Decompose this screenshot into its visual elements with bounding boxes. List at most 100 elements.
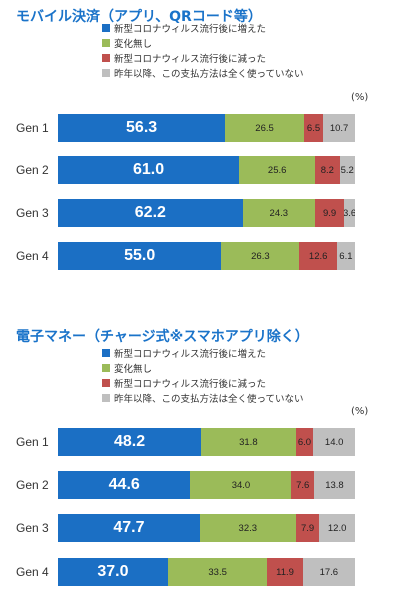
data-label: 44.6 (108, 476, 140, 493)
chart-title: モバイル決済（アプリ、QRコード等） (16, 9, 262, 25)
bar-row: Gen 4 55.0 26.3 12.6 6.1 (0, 242, 400, 270)
stacked-bar: 62.2 24.3 9.9 3.6 (58, 199, 355, 227)
bar-segment: 8.2 (315, 156, 340, 184)
data-label: 25.6 (267, 164, 287, 176)
data-label: 34.0 (231, 479, 251, 491)
data-label: 7.9 (300, 522, 315, 534)
category-label: Gen 1 (16, 435, 49, 449)
data-label: 31.8 (239, 436, 258, 448)
category-label: Gen 4 (16, 565, 49, 579)
data-label: 55.0 (124, 247, 156, 264)
unit-label: (%) (351, 406, 369, 417)
legend-item: 変化無し (102, 360, 304, 375)
bar-segment: 14.0 (313, 428, 355, 456)
legend-item: 新型コロナウィルス流行後に増えた (102, 20, 304, 35)
bar-segment: 11.9 (267, 558, 303, 586)
legend-label: 昨年以降、この支払方法は全く使っていない (114, 393, 304, 405)
bar-row: Gen 3 62.2 24.3 9.9 3.6 (0, 199, 400, 227)
bar-segment: 26.3 (221, 242, 300, 270)
data-label: 6.5 (306, 122, 321, 134)
stacked-bar: 48.2 31.8 6.0 14.0 (58, 428, 355, 456)
bar-row: Gen 2 61.0 25.6 8.2 5.2 (0, 156, 400, 184)
data-label: 12.6 (308, 250, 328, 262)
legend-label: 新型コロナウィルス流行後に増えた (114, 23, 267, 35)
data-label: 12.0 (327, 522, 347, 534)
bar-segment: 10.7 (323, 114, 355, 142)
legend-swatch (102, 23, 110, 32)
data-label: 10.7 (329, 122, 349, 134)
legend-item: 昨年以降、この支払方法は全く使っていない (102, 65, 304, 80)
bar-segment: 25.6 (239, 156, 316, 184)
bar-segment: 12.6 (299, 242, 337, 270)
data-label: 33.5 (208, 566, 227, 578)
legend-swatch (102, 53, 110, 62)
data-label: 62.2 (134, 204, 166, 221)
category-label: Gen 3 (16, 521, 49, 535)
bar-segment: 26.5 (225, 114, 304, 142)
category-label: Gen 2 (16, 163, 49, 177)
bar-segment: 55.0 (58, 242, 222, 270)
bar-row: Gen 2 44.6 34.0 7.6 13.8 (0, 471, 400, 499)
emoney-chart: 電子マネー（チャージ式※スマホアプリ除く） 新型コロナウィルス流行後に増えた 変化… (0, 326, 400, 596)
legend-swatch (102, 363, 110, 372)
legend-label: 変化無し (114, 38, 153, 50)
category-label: Gen 2 (16, 478, 49, 492)
bar-segment: 44.6 (58, 471, 191, 499)
data-label: 24.3 (269, 207, 289, 219)
bar-segment: 6.1 (336, 242, 355, 270)
legend-label: 新型コロナウィルス流行後に減った (114, 53, 267, 65)
data-label: 48.2 (114, 433, 146, 450)
bar-segment: 6.0 (295, 428, 314, 456)
data-label: 26.3 (251, 250, 270, 262)
data-label: 26.5 (255, 122, 274, 134)
legend-swatch (102, 378, 110, 387)
legend-item: 昨年以降、この支払方法は全く使っていない (102, 390, 304, 405)
bar-segment: 17.6 (302, 558, 355, 586)
data-label: 13.8 (325, 479, 344, 491)
data-label: 56.3 (126, 119, 158, 136)
legend: 新型コロナウィルス流行後に増えた 変化無し新型コロナウィルス流行後に減った昨年以降… (102, 20, 304, 80)
bar-row: Gen 4 37.0 33.5 11.9 17.6 (0, 558, 400, 586)
category-label: Gen 4 (16, 249, 49, 263)
legend: 新型コロナウィルス流行後に増えた 変化無し新型コロナウィルス流行後に減った昨年以降… (102, 345, 304, 405)
bar-segment: 34.0 (190, 471, 292, 499)
bar-segment: 56.3 (58, 114, 226, 142)
legend-item: 新型コロナウィルス流行後に減った (102, 375, 304, 390)
bar-segment: 5.2 (339, 156, 355, 184)
bar-segment: 61.0 (58, 156, 240, 184)
legend-label: 新型コロナウィルス流行後に減った (114, 378, 267, 390)
data-label: 32.3 (238, 522, 258, 534)
bar-segment: 9.9 (314, 199, 345, 227)
legend-item: 変化無し (102, 35, 304, 50)
category-label: Gen 3 (16, 206, 49, 220)
legend-swatch (102, 38, 110, 47)
bar-segment: 31.8 (201, 428, 296, 456)
legend-swatch (102, 393, 110, 402)
category-label: Gen 1 (16, 121, 49, 135)
bar-segment: 6.5 (303, 114, 324, 142)
data-label: 14.0 (324, 436, 344, 448)
data-label: 8.2 (320, 164, 334, 176)
data-label: 37.0 (97, 563, 129, 580)
stacked-bar: 56.3 26.5 6.5 10.7 (58, 114, 355, 142)
bar-segment: 33.5 (167, 558, 268, 586)
bar-segment: 7.9 (295, 514, 320, 542)
legend-label: 新型コロナウィルス流行後に増えた (114, 348, 267, 360)
data-label: 6.1 (339, 250, 353, 262)
bar-segment: 12.0 (319, 514, 355, 542)
data-label: 17.6 (319, 566, 339, 578)
data-label: 47.7 (113, 519, 145, 536)
bar-segment: 3.6 (344, 199, 355, 227)
bar-segment: 48.2 (58, 428, 202, 456)
data-label: 11.9 (276, 566, 294, 578)
bar-segment: 47.7 (58, 514, 200, 542)
data-label: 6.0 (297, 436, 312, 448)
legend-label: 昨年以降、この支払方法は全く使っていない (114, 68, 304, 80)
data-label: 61.0 (133, 161, 165, 178)
data-label: 9.9 (322, 207, 337, 219)
legend-item: 新型コロナウィルス流行後に減った (102, 50, 304, 65)
data-label: 7.6 (296, 479, 310, 491)
unit-label: (%) (351, 92, 369, 103)
stacked-bar: 55.0 26.3 12.6 6.1 (58, 242, 355, 270)
bar-segment: 7.6 (291, 471, 314, 499)
